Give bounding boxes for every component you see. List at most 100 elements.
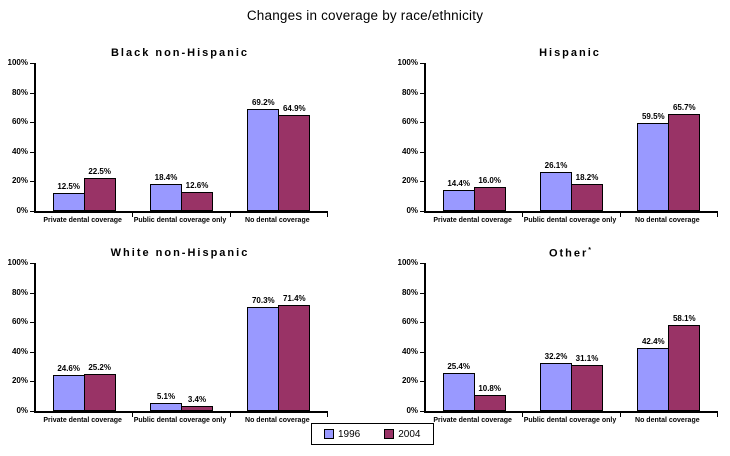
bar-value-label-2004-public-dental-coverage-only: 12.6% [185,181,209,191]
plot-area: 24.6% 25.2% 5.1% 3.4% 70.3% 71.4% [34,263,328,417]
x-axis-tick-mark [229,413,231,417]
y-axis-tick-label: 80% [401,87,418,97]
bar-value-label-2004-no-dental-coverage: 65.7% [672,102,696,112]
chart-panel-hispanic: Hispanic 0% 20% 40% 60% 80% 100% 14.4% 16.0% 26.1… [390,45,720,233]
category-label-public-dental-coverage-only: Public dental coverage only [523,217,617,224]
chart-title: Black non-Hispanic [110,47,250,59]
bar-value-label-1996-no-dental-coverage: 70.3% [251,295,275,305]
x-axis-tick-mark [229,213,231,217]
bar-value-label-1996-public-dental-coverage-only: 18.4% [154,172,178,182]
bar-2004-private-dental-coverage [473,395,506,411]
plot-area: 14.4% 16.0% 26.1% 18.2% 59.5% 65.7% [424,63,718,217]
y-axis-tick-mark [420,211,424,212]
bar-1996-private-dental-coverage [52,192,85,211]
y-axis-tick-label: 100% [7,258,28,267]
y-axis-tick-label: 0% [406,406,418,415]
x-axis-tick-mark [522,413,524,417]
y-axis-tick-mark [30,181,34,183]
y-axis-tick-label: 100% [7,58,28,67]
bar-2004-no-dental-coverage [668,113,701,211]
x-axis-tick-mark [327,213,328,217]
y-axis-tick-mark [30,92,34,94]
bar-2004-no-dental-coverage [278,114,311,211]
bar-1996-no-dental-coverage [637,122,670,211]
y-axis-tick-mark [30,63,34,64]
x-axis-tick-mark [327,413,328,417]
y-axis-tick-mark [30,411,34,412]
x-axis-tick-mark [717,213,718,217]
bar-1996-private-dental-coverage [52,374,85,411]
chart-title: Hispanic [539,47,601,59]
y-axis-tick-mark [420,381,424,383]
y-axis-tick-label: 60% [11,317,28,327]
y-axis-tick-label: 80% [401,287,418,297]
bar-value-label-2004-public-dental-coverage-only: 3.4% [187,394,207,404]
bar-1996-public-dental-coverage-only [540,172,572,211]
y-axis-tick-label: 60% [401,317,418,327]
bar-value-label-1996-no-dental-coverage: 69.2% [251,97,275,107]
legend-swatch-2004-icon [384,429,395,439]
category-label-private-dental-coverage: Private dental coverage [43,217,122,224]
bar-1996-public-dental-coverage-only [540,363,572,411]
y-axis-tick-mark [30,322,34,324]
chart-title: Other* [548,247,592,260]
y-axis-tick-mark [420,63,424,64]
y-axis-tick-mark [420,351,424,353]
x-axis-tick-mark [132,213,134,217]
bar-value-label-2004-no-dental-coverage: 71.4% [282,294,306,304]
bar-value-label-2004-no-dental-coverage: 58.1% [672,314,696,324]
bar-value-label-1996-private-dental-coverage: 25.4% [447,362,470,372]
bar-2004-private-dental-coverage [83,177,116,211]
chart-title-footnote-marker: * [588,247,592,254]
y-axis-tick-label: 80% [11,287,28,297]
y-axis-tick-mark [30,122,34,124]
bar-value-label-2004-public-dental-coverage-only: 31.1% [575,353,599,363]
bar-2004-public-dental-coverage-only [571,364,603,411]
bar-value-label-2004-no-dental-coverage: 64.9% [282,103,306,113]
y-axis-tick-mark [420,263,424,264]
plot-area: 12.5% 22.5% 18.4% 12.6% 69.2% 64.9% [34,63,328,217]
legend-label-2004: 2004 [398,428,421,440]
y-axis-tick-label: 20% [11,376,28,386]
bar-2004-no-dental-coverage [668,325,701,411]
bar-value-label-2004-private-dental-coverage: 25.2% [88,362,111,372]
bar-value-label-1996-no-dental-coverage: 42.4% [641,337,665,347]
category-label-private-dental-coverage: Private dental coverage [43,417,122,424]
legend-item-2004: 2004 [384,428,421,440]
y-axis-tick-label: 20% [401,376,418,386]
bar-1996-public-dental-coverage-only [150,183,182,211]
y-axis-tick-mark [30,381,34,383]
bar-1996-private-dental-coverage [442,373,475,411]
y-axis-tick-label: 80% [11,87,28,97]
chart-panel-black-non-hispanic: Black non-Hispanic 0% 20% 40% 60% 80% 100% 12.5… [0,45,330,233]
bar-value-label-2004-private-dental-coverage: 22.5% [88,166,111,176]
x-axis-tick-mark [522,213,524,217]
y-axis-tick-label: 40% [401,346,418,356]
y-axis-tick-mark [420,292,424,294]
chart-title: White non-Hispanic [110,247,250,259]
y-axis-tick-mark [30,151,34,153]
y-axis-tick-mark [420,92,424,94]
y-axis-tick-label: 40% [11,346,28,356]
y-axis-tick-mark [30,292,34,294]
y-axis-tick-mark [30,211,34,212]
x-axis-tick-mark [717,413,718,417]
category-label-private-dental-coverage: Private dental coverage [433,217,512,224]
bar-1996-no-dental-coverage [247,108,280,211]
bar-value-label-1996-no-dental-coverage: 59.5% [641,111,665,121]
bar-value-label-1996-private-dental-coverage: 24.6% [57,363,80,373]
bar-value-label-1996-public-dental-coverage-only: 32.2% [544,352,568,362]
plot-area: 25.4% 10.8% 32.2% 31.1% 42.4% 58.1% [424,263,718,417]
x-axis-tick-mark [619,413,621,417]
y-axis-tick-label: 20% [401,176,418,186]
y-axis-tick-mark [30,351,34,353]
chart-panel-other: Other* 0% 20% 40% 60% 80% 100% 25.4% 10.8% 32.2% 3… [390,245,720,433]
y-axis-tick-label: 40% [11,146,28,156]
bar-1996-public-dental-coverage-only [150,403,182,411]
y-axis-tick-mark [420,411,424,412]
category-label-no-dental-coverage: No dental coverage [635,217,700,224]
y-axis-tick-label: 0% [406,206,418,215]
y-axis-tick-label: 0% [16,206,28,215]
bar-2004-private-dental-coverage [83,373,116,411]
